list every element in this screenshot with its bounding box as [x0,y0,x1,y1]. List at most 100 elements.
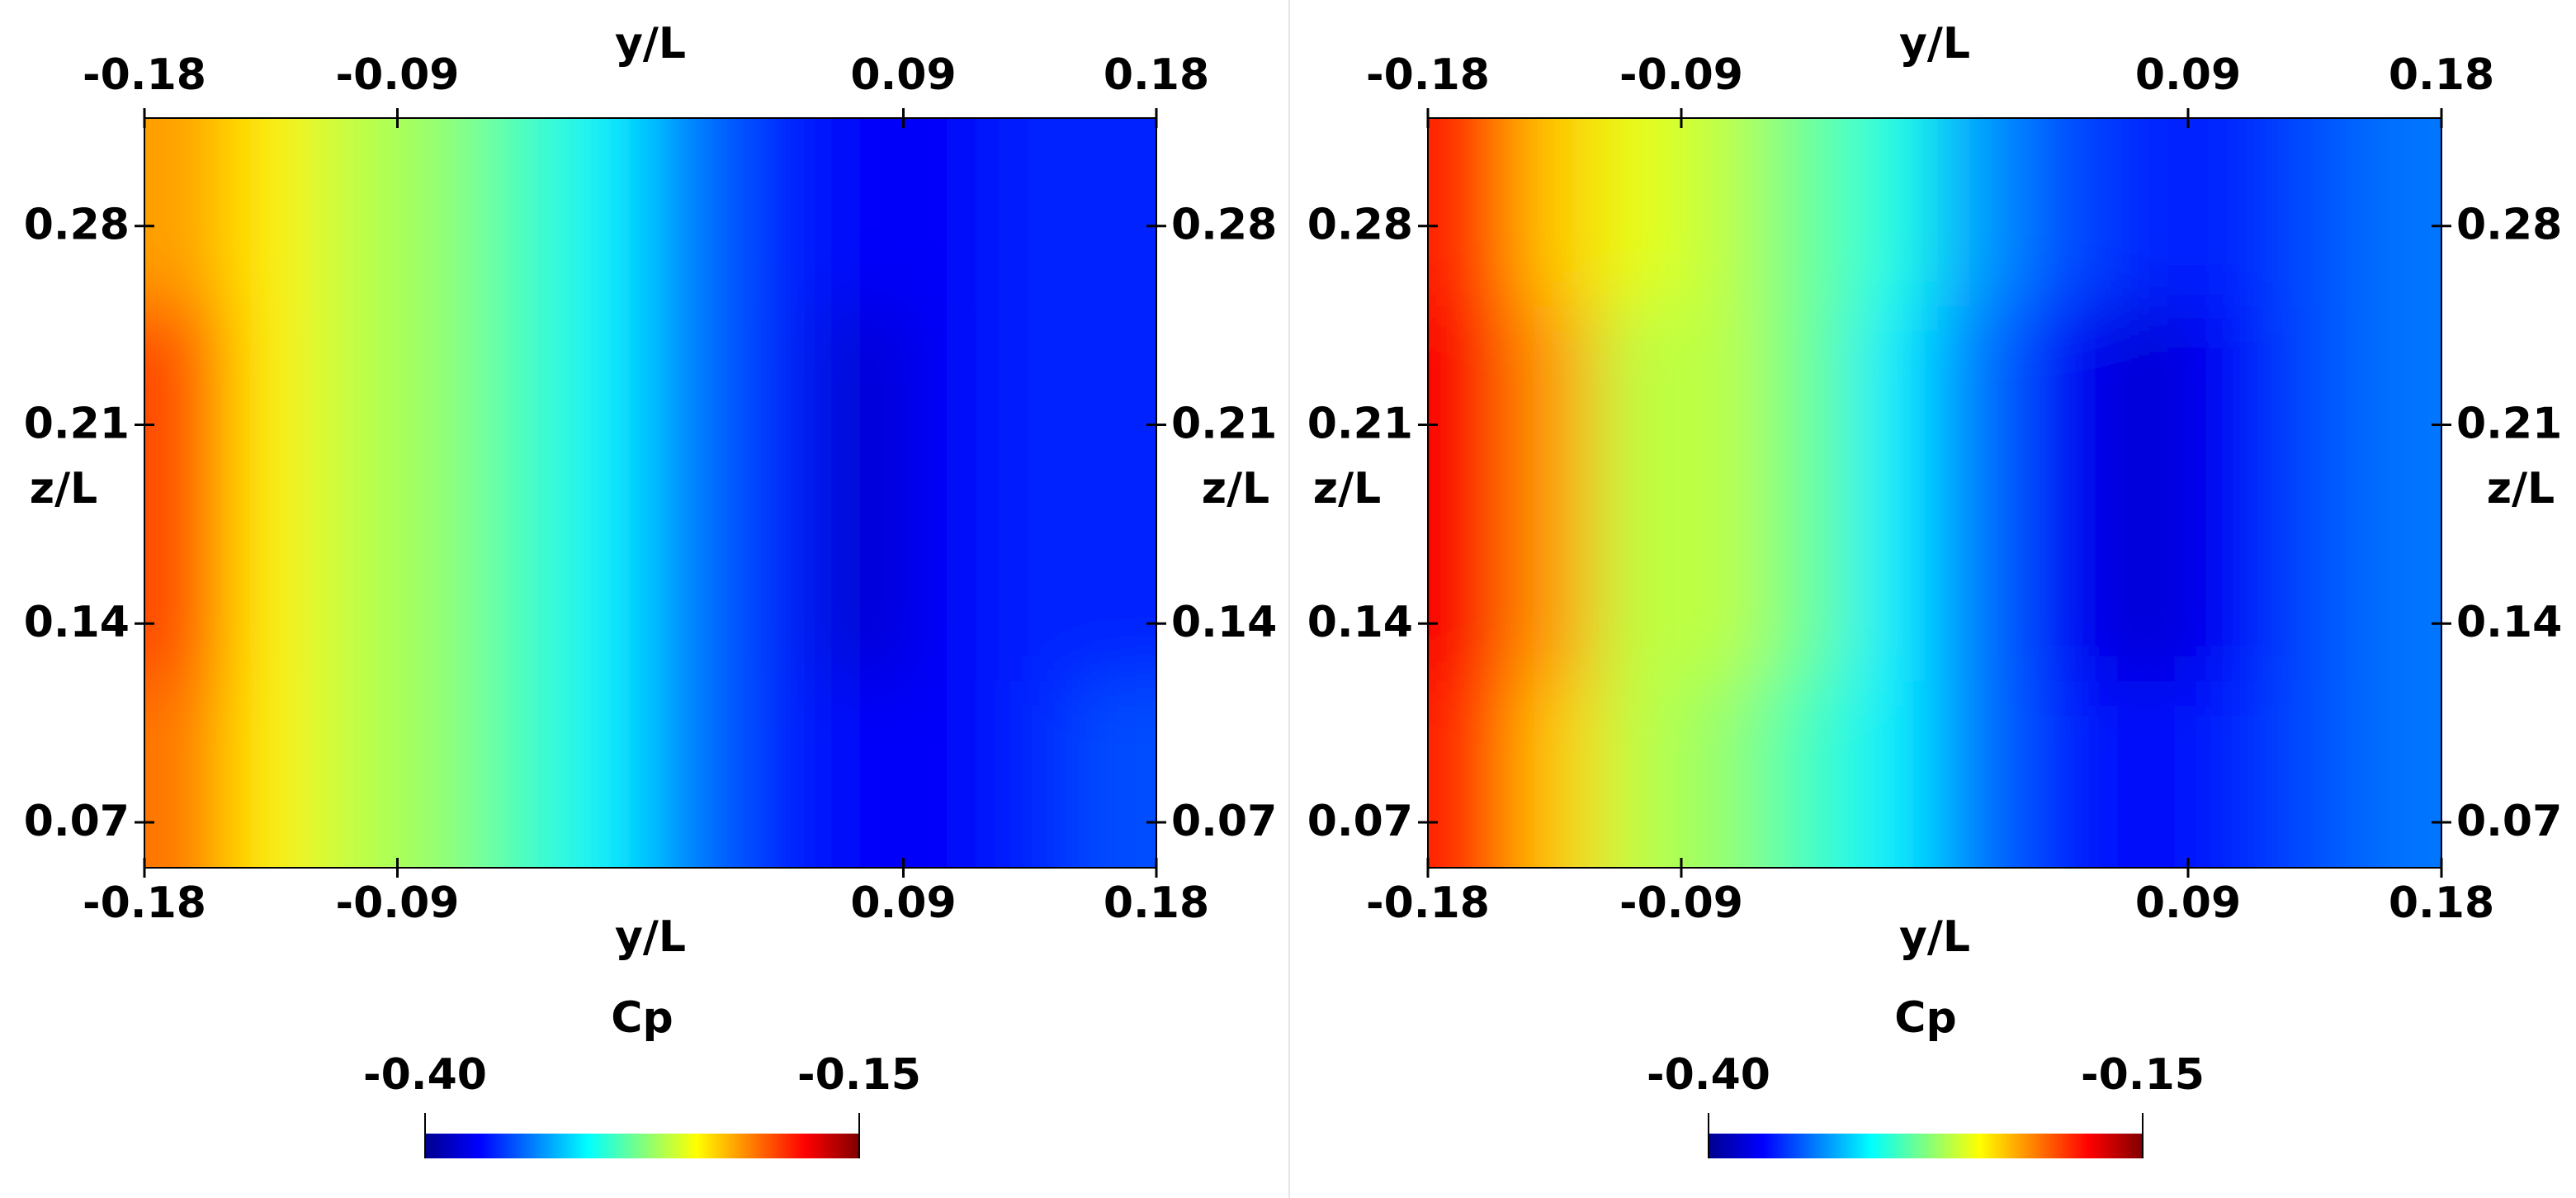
colorbar-title: Cp [1894,993,1956,1043]
heatmap-cell [229,493,314,681]
heatmap-cell [1935,493,2021,681]
heatmap-cell [229,305,314,494]
x-tick-label: -0.09 [1619,50,1743,100]
y-tick-label: 0.28 [24,201,130,250]
heatmap-cell [1935,118,2021,306]
heatmap-field [1428,118,2441,868]
x-tick-label: 0.18 [2389,50,2494,100]
colorbar-tick-label: -0.40 [363,1050,487,1100]
y-tick-label: 0.21 [1171,399,1277,448]
heatmap-cell [1935,305,2021,494]
heatmap-cell [1071,680,1156,868]
heatmap-cell [1428,118,1514,306]
heatmap-cell [650,118,736,306]
x-axis-title: y/L [615,912,686,962]
heatmap-cell [2272,680,2358,868]
heatmap-cell [735,118,820,306]
heatmap-cell [144,305,230,494]
x-tick-label: -0.09 [336,878,460,928]
heatmap-cell [481,493,567,681]
heatmap-cell [144,493,230,681]
heatmap-cell [2019,118,2105,306]
y-axis-title: z/L [1202,464,1269,514]
heatmap-cell [1512,680,1598,868]
heatmap-cell [1850,680,1936,868]
x-tick-label: -0.18 [1366,878,1490,928]
heatmap-cell [397,680,483,868]
heatmap-cell [313,118,399,306]
x-axis-title: y/L [1899,19,1970,69]
heatmap-cell [1596,680,1682,868]
heatmap-cell [1428,680,1514,868]
heatmap-cell [903,493,989,681]
x-tick-label: 0.09 [2135,50,2241,100]
heatmap-cell [1765,680,1851,868]
heatmap-cell [1428,305,1514,494]
heatmap-cell [1512,118,1598,306]
y-tick-label: 0.14 [1307,598,1413,647]
heatmap-cell [987,118,1073,306]
heatmap-cell [397,118,483,306]
colorbar-tick-label: -0.40 [1647,1050,1770,1100]
heatmap-cell [481,680,567,868]
heatmap-cell [2272,305,2358,494]
heatmap-cell [1850,118,1936,306]
heatmap-cell [144,118,230,306]
heatmap-cell [565,305,651,494]
heatmap-cell [1071,305,1156,494]
y-tick-label: 0.07 [24,797,130,846]
plot-frame [1427,117,2442,869]
x-tick-label: -0.18 [1366,50,1490,100]
heatmap-cell [1765,305,1851,494]
heatmap-cell [819,680,905,868]
x-tick-label: 0.09 [850,50,956,100]
heatmap-cell [2103,118,2189,306]
heatmap-cell [650,680,736,868]
heatmap-cell [565,493,651,681]
y-axis-title: z/L [1313,464,1381,514]
y-tick-label: 0.14 [24,598,130,647]
heatmap-cell [1681,118,1767,306]
x-tick-label: -0.09 [336,50,460,100]
y-tick-label: 0.21 [1307,399,1413,448]
y-tick-label: 0.07 [2456,797,2562,846]
heatmap-cell [987,493,1073,681]
y-tick-label: 0.07 [1307,797,1413,846]
x-tick-label: 0.18 [1104,878,1209,928]
heatmap-cell [987,680,1073,868]
heatmap-cell [1681,493,1767,681]
y-tick-label: 0.07 [1171,797,1277,846]
heatmap-cell [1850,305,1936,494]
colorbar-tick-label: -0.15 [797,1050,921,1100]
heatmap-cell [1596,493,1682,681]
heatmap-cell [2356,680,2441,868]
x-tick-label: 0.09 [2135,878,2241,928]
heatmap-cell [2356,118,2441,306]
heatmap-cell [1850,493,1936,681]
x-tick-label: 0.09 [850,878,956,928]
plot-frame [144,117,1157,869]
heatmap-cell [1071,118,1156,306]
heatmap-cell [987,305,1073,494]
heatmap-cell [1071,493,1156,681]
heatmap-cell [1596,305,1682,494]
x-tick-label: -0.18 [83,878,206,928]
heatmap-cell [1512,305,1598,494]
plot-area [1428,118,2441,868]
heatmap-cell [397,493,483,681]
heatmap-cell [144,680,230,868]
colorbar-tick-label: -0.15 [2081,1050,2205,1100]
heatmap-cell [2356,493,2441,681]
heatmap-cell [2103,493,2189,681]
heatmap-cell [565,680,651,868]
heatmap-cell [2103,680,2189,868]
heatmap-cell [650,493,736,681]
heatmap-cell [2272,118,2358,306]
heatmap-cell [2188,118,2274,306]
heatmap-cell [1681,680,1767,868]
heatmap-cell [903,118,989,306]
x-axis-title: y/L [615,19,686,69]
heatmap-cell [313,305,399,494]
heatmap-cell [903,680,989,868]
y-tick-label: 0.14 [1171,598,1277,647]
